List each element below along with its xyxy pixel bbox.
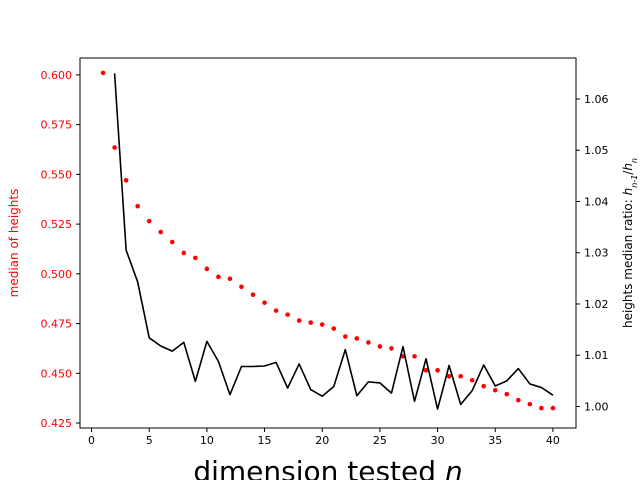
median-height-point bbox=[181, 250, 187, 256]
right-y-axis-label-part: n bbox=[630, 158, 639, 163]
median-height-point bbox=[423, 368, 429, 373]
median-height-point bbox=[539, 405, 544, 411]
x-tick-label: 30 bbox=[431, 434, 445, 447]
left-y-tick-label: 0.525 bbox=[41, 218, 73, 231]
right-y-tick-label: 1.02 bbox=[584, 298, 609, 311]
median-height-point bbox=[250, 292, 256, 298]
median-height-point bbox=[193, 255, 198, 261]
median-height-point bbox=[285, 312, 290, 317]
median-height-point bbox=[158, 229, 164, 235]
left-y-tick-label: 0.475 bbox=[41, 318, 73, 331]
median-height-point bbox=[481, 383, 487, 389]
x-axis-label-text: dimension tested bbox=[193, 455, 445, 480]
median-height-point bbox=[516, 397, 521, 403]
median-height-point bbox=[308, 320, 313, 325]
x-tick-label: 25 bbox=[373, 434, 387, 447]
median-height-point bbox=[412, 354, 417, 359]
x-tick-label: 5 bbox=[146, 434, 153, 447]
right-y-tick-label: 1.06 bbox=[584, 93, 609, 106]
right-y-axis-label-part: / bbox=[621, 170, 635, 175]
median-height-point bbox=[296, 318, 302, 323]
right-y-tick-label: 1.01 bbox=[584, 349, 609, 362]
median-height-point bbox=[135, 203, 140, 209]
median-height-point bbox=[216, 274, 221, 280]
median-height-point bbox=[319, 322, 325, 327]
median-height-point bbox=[204, 266, 210, 272]
median-height-point bbox=[239, 284, 244, 290]
median-height-point bbox=[435, 368, 440, 373]
x-axis-label: dimension tested n bbox=[193, 455, 462, 480]
median-height-point bbox=[458, 373, 463, 379]
median-height-point bbox=[527, 401, 533, 407]
x-tick-label: 15 bbox=[258, 434, 272, 447]
axis-ticks: 0 5 10 15 20 25 30 35 40 0.425 0.450 0.475 0.500 0.52… bbox=[41, 69, 609, 447]
median-height-point bbox=[469, 377, 475, 383]
x-tick-label: 0 bbox=[88, 434, 95, 447]
median-height-point bbox=[354, 336, 360, 341]
left-y-tick-label: 0.450 bbox=[41, 367, 73, 380]
right-y-tick-label: 1.03 bbox=[584, 247, 609, 260]
median-height-point bbox=[389, 346, 394, 351]
right-y-tick-label: 1.00 bbox=[584, 400, 609, 413]
median-height-point bbox=[377, 344, 383, 349]
median-height-point bbox=[492, 387, 498, 393]
x-tick-label: 10 bbox=[200, 434, 214, 447]
right-y-axis-label-part: heights median ratio: bbox=[621, 195, 635, 328]
right-y-axis-label-part: n-1 bbox=[630, 175, 639, 188]
right-y-tick-label: 1.04 bbox=[584, 195, 609, 208]
median-height-point bbox=[504, 391, 510, 397]
left-y-tick-label: 0.500 bbox=[41, 268, 73, 281]
median-height-point bbox=[366, 340, 371, 345]
left-y-tick-label: 0.550 bbox=[41, 168, 73, 181]
median-height-point bbox=[331, 326, 337, 331]
median-height-point bbox=[123, 178, 129, 183]
median-height-point bbox=[550, 405, 556, 411]
median-height-point bbox=[446, 373, 452, 379]
median-height-point bbox=[112, 145, 117, 150]
right-y-axis-label: heights median ratio: hn-1/hn bbox=[621, 158, 639, 328]
median-height-point bbox=[343, 334, 348, 339]
median-height-point bbox=[273, 308, 279, 313]
median-height-point bbox=[262, 300, 267, 305]
median-height-point bbox=[100, 70, 106, 76]
left-y-axis-label: median of heights bbox=[7, 189, 21, 298]
x-tick-label: 35 bbox=[488, 434, 502, 447]
x-tick-label: 40 bbox=[546, 434, 560, 447]
median-height-point bbox=[146, 218, 152, 224]
median-height-point bbox=[169, 239, 175, 245]
right-y-tick-label: 1.05 bbox=[584, 144, 609, 157]
left-y-tick-label: 0.425 bbox=[41, 417, 73, 430]
axis-labels: median of heights heights median ratio: … bbox=[7, 158, 639, 480]
x-axis-label-variable: n bbox=[445, 455, 463, 480]
left-y-tick-label: 0.575 bbox=[41, 119, 73, 132]
left-y-tick-label: 0.600 bbox=[41, 69, 73, 82]
right-y-axis-label-part: h bbox=[621, 188, 635, 196]
plot-frame bbox=[79, 57, 577, 429]
x-tick-label: 20 bbox=[315, 434, 329, 447]
median-height-point bbox=[227, 276, 233, 282]
plot-area bbox=[100, 70, 556, 411]
right-y-axis-label-part: h bbox=[621, 163, 635, 171]
